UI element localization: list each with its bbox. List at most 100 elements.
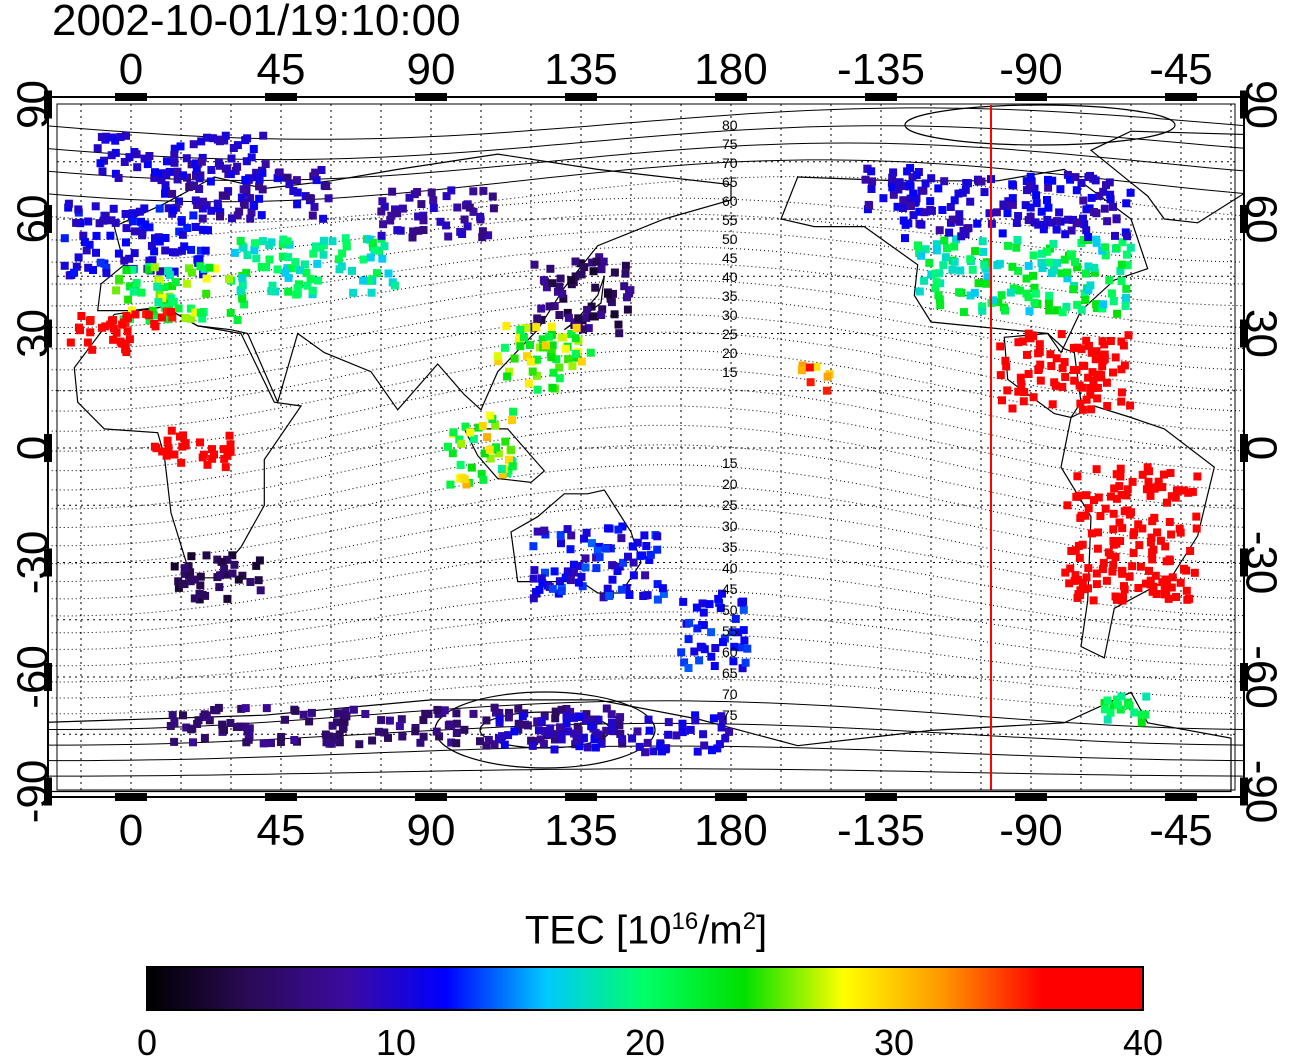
tec-point [417, 200, 426, 209]
tec-point [556, 274, 565, 283]
tec-point [92, 231, 101, 240]
tec-point [1078, 361, 1087, 370]
tec-point [150, 311, 158, 320]
tec-point [474, 423, 483, 432]
tec-point [165, 300, 173, 309]
tec-point [1106, 337, 1115, 345]
tec-point [736, 643, 745, 652]
tec-point [1102, 378, 1111, 387]
tec-point [199, 197, 207, 206]
tec-point [168, 313, 177, 322]
colorbar-title-close: ] [756, 908, 768, 953]
tec-point [342, 239, 351, 248]
tec-point [233, 141, 242, 150]
tec-point [1183, 595, 1192, 604]
tec-point [1098, 362, 1107, 371]
tec-point [205, 263, 214, 272]
tec-point [628, 734, 637, 743]
tec-point [335, 730, 344, 739]
tec-point [1103, 696, 1112, 705]
tec-point [1023, 350, 1031, 359]
tec-point [515, 330, 524, 339]
tec-point [291, 706, 300, 715]
tec-point [1110, 484, 1119, 493]
tec-point [546, 264, 555, 273]
tec-point [1092, 569, 1101, 578]
tec-point [479, 186, 488, 195]
tec-point [187, 268, 196, 277]
tec-point [306, 194, 315, 203]
tec-point [1085, 341, 1093, 350]
tec-point [366, 253, 375, 262]
tec-point [267, 287, 276, 296]
tec-point [199, 270, 208, 279]
tec-point [206, 177, 215, 186]
tec-point [1167, 583, 1176, 592]
tec-point [278, 252, 287, 261]
tec-point [868, 177, 877, 186]
tec-point [1018, 337, 1027, 346]
tec-point [200, 734, 209, 742]
tec-point [567, 531, 576, 540]
tec-point [557, 539, 565, 548]
tec-point [380, 728, 389, 737]
tec-point [367, 288, 376, 297]
tec-point [157, 313, 166, 322]
tec-point [150, 173, 159, 182]
tec-point [1070, 576, 1079, 585]
tec-point [189, 211, 198, 220]
tec-point [482, 716, 491, 725]
tec-point [501, 437, 510, 446]
tec-point [1172, 487, 1181, 496]
tec-point [1077, 511, 1086, 520]
tec-point [1029, 332, 1038, 340]
tec-point [145, 223, 154, 232]
tec-point [1086, 390, 1095, 399]
tec-point [310, 202, 319, 211]
tec-point [943, 244, 951, 253]
tec-point [533, 314, 542, 323]
tec-point [529, 574, 538, 583]
contour-label: 70 [722, 155, 738, 171]
tec-point [116, 133, 125, 141]
tec-point [571, 349, 580, 358]
tec-point [174, 583, 183, 592]
tec-point [452, 729, 461, 737]
tec-point [1043, 196, 1051, 204]
tec-point [1031, 289, 1040, 298]
tec-point [140, 204, 149, 213]
tec-point [1151, 571, 1160, 580]
tec-point [532, 371, 541, 380]
tec-point [166, 722, 175, 730]
contour-line [48, 279, 1244, 350]
tec-point [968, 265, 977, 274]
tec-point [1090, 496, 1098, 505]
tec-point [909, 189, 918, 198]
tec-point [545, 729, 554, 738]
tec-point [306, 275, 315, 284]
tec-point [978, 237, 987, 246]
tec-point [256, 586, 265, 595]
lat-tick-mark [1240, 90, 1248, 119]
contour-label: 25 [722, 326, 738, 342]
lat-tick-mark [44, 663, 52, 692]
tec-point [961, 230, 970, 239]
tec-point [64, 199, 73, 208]
tec-point [955, 288, 964, 297]
tec-point [561, 573, 570, 582]
tec-point [1003, 386, 1012, 395]
tec-point [1044, 203, 1053, 212]
tec-point [178, 579, 187, 588]
lon-tick-mark [1164, 93, 1197, 101]
tec-point [563, 308, 572, 317]
tec-point [187, 245, 196, 254]
tec-point [557, 587, 566, 595]
tec-point [1063, 268, 1071, 277]
tec-point [262, 263, 271, 272]
tec-point [566, 545, 575, 554]
tec-point [1134, 584, 1143, 592]
tec-point [1037, 207, 1046, 216]
tec-point [1153, 528, 1162, 537]
tec-point [1111, 353, 1120, 362]
tec-point [162, 157, 171, 166]
